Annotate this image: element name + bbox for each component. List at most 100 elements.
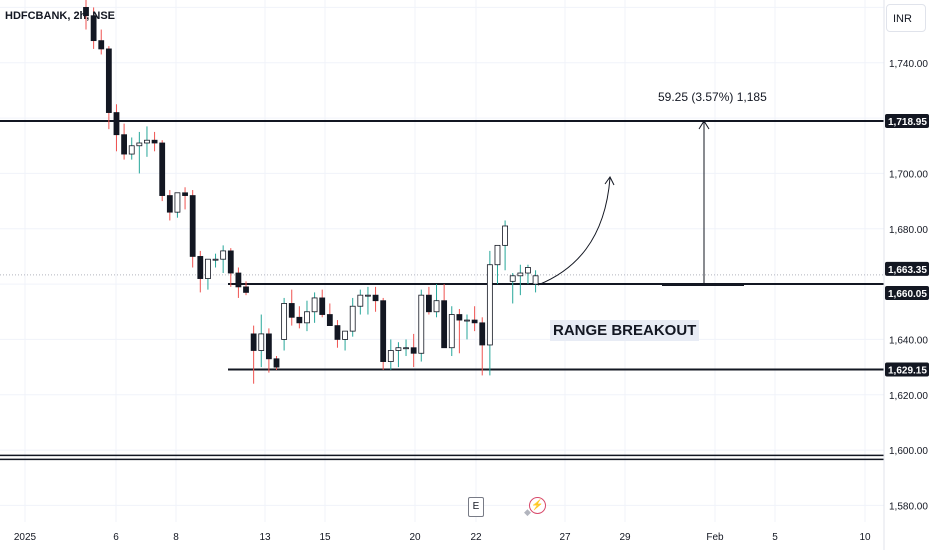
candle	[357, 289, 364, 315]
candle	[273, 356, 280, 370]
candle-body	[502, 225, 509, 246]
candle-body	[525, 267, 531, 274]
candle-body	[479, 322, 486, 346]
candle	[182, 187, 188, 210]
earnings-event-icon[interactable]: E	[468, 497, 484, 517]
price-tick-label: 1,640.00	[889, 335, 928, 346]
candle	[532, 270, 539, 293]
candle	[197, 250, 204, 293]
candle	[410, 333, 417, 368]
candle	[326, 303, 333, 326]
candle-body	[151, 139, 158, 144]
candle-body	[212, 258, 219, 261]
candle	[144, 126, 150, 157]
candle	[349, 297, 356, 337]
candle	[509, 273, 516, 304]
candle	[448, 306, 455, 357]
candle-body	[220, 250, 227, 260]
candle	[494, 244, 501, 285]
candle-body	[456, 314, 463, 321]
candle	[105, 46, 112, 130]
candle-body	[90, 15, 97, 42]
candle	[90, 7, 97, 49]
candle	[304, 300, 310, 332]
candle	[365, 286, 371, 315]
candle	[205, 258, 211, 290]
candle	[220, 245, 227, 274]
candle	[395, 342, 402, 368]
candle-body	[334, 325, 341, 340]
candle	[265, 328, 272, 373]
candle-body	[372, 294, 379, 302]
price-tick-label: 1,580.00	[889, 501, 928, 512]
price-badge	[885, 261, 929, 276]
currency-button[interactable]: INR	[886, 4, 926, 32]
price-badge	[885, 114, 929, 128]
candle-body	[197, 256, 204, 279]
candle-body	[235, 272, 242, 288]
projection-curve	[537, 177, 611, 286]
candle-body	[227, 250, 234, 274]
time-tick-label: 27	[559, 532, 571, 543]
candle-body	[326, 314, 333, 326]
candle-body	[144, 139, 150, 144]
candle-body	[357, 294, 364, 307]
candle	[281, 297, 288, 351]
candle-body	[509, 275, 516, 282]
candle-body	[273, 358, 280, 368]
candle	[296, 306, 303, 329]
candle-body	[471, 319, 478, 324]
candle	[471, 306, 478, 332]
candle-body	[349, 305, 356, 332]
candle-body	[418, 294, 425, 354]
dividend-event-icon[interactable]: ⚡	[529, 497, 546, 514]
candle-body	[174, 192, 181, 213]
candle-body	[494, 244, 501, 266]
horizontal-levels	[0, 120, 884, 461]
candle	[387, 339, 394, 370]
price-tick-label: 1,740.00	[889, 59, 928, 70]
candle	[380, 297, 387, 370]
candle	[403, 339, 409, 357]
price-badges: 1,718.95 1,663.35 1,660.05 1,629.15	[885, 114, 929, 377]
candle-body	[265, 333, 272, 360]
candle-body	[250, 333, 257, 351]
candle	[83, 0, 89, 30]
time-tick-label: 5	[772, 532, 778, 543]
candle	[433, 284, 440, 318]
candle	[418, 289, 425, 362]
price-tick-label: 1,620.00	[889, 391, 928, 402]
candle-body	[433, 300, 440, 313]
projection-arrow-head	[604, 176, 615, 186]
candle-body	[288, 303, 295, 318]
candle	[311, 292, 318, 323]
candle	[113, 104, 120, 152]
candle-body	[113, 112, 120, 136]
candle-body	[182, 192, 188, 196]
candle	[243, 281, 249, 296]
price-badge-label: 1,660.05	[888, 289, 927, 300]
candle-body	[311, 297, 318, 313]
candle-body	[517, 272, 524, 277]
measure-arrow-head	[698, 120, 710, 130]
time-tick-label: 2025	[14, 532, 37, 543]
candle-body	[166, 195, 173, 213]
candle	[319, 289, 326, 318]
candle	[121, 123, 127, 160]
price-badge-label: 1,663.35	[888, 265, 927, 276]
candle-body	[532, 275, 539, 285]
price-tick-label: 1,700.00	[889, 169, 928, 180]
candle-body	[105, 48, 112, 113]
candle-body	[448, 314, 455, 349]
range-breakout-label[interactable]: RANGE BREAKOUT	[550, 320, 700, 341]
candle-body	[159, 142, 166, 196]
candle-body	[128, 145, 135, 155]
time-tick-label: 20	[409, 532, 421, 543]
symbol-title[interactable]: HDFCBANK, 2h, NSE	[5, 10, 116, 22]
candle-body	[258, 333, 265, 351]
candle-body	[304, 311, 310, 324]
candle-body	[441, 300, 448, 349]
candle	[479, 317, 486, 376]
price-axis: 1,580.00 1,600.00 1,620.00 1,640.00 1,680.00…	[883, 0, 928, 550]
